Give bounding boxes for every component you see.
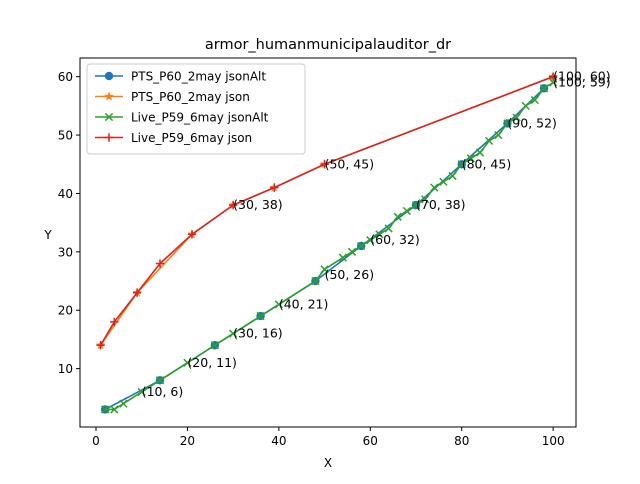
x-tick-label: 80 [454, 434, 469, 448]
data-point [448, 171, 457, 181]
legend-entry: PTS_P60_2may json [95, 90, 250, 104]
y-tick-label: 10 [58, 362, 73, 376]
data-label: (30, 16) [233, 326, 283, 341]
data-point [366, 236, 375, 245]
data-point [96, 341, 105, 350]
data-point [475, 148, 485, 157]
data-point [256, 311, 265, 321]
x-tick-label: 0 [92, 434, 100, 448]
data-point [320, 265, 329, 274]
data-point [494, 130, 503, 140]
y-tick-label: 50 [58, 129, 73, 143]
series-4 [96, 72, 558, 350]
legend-marker [104, 71, 114, 81]
data-point [155, 259, 165, 268]
chart-title: armor_humanmunicipalauditor_dr [205, 37, 451, 53]
data-label: (100, 60) [553, 69, 610, 84]
y-tick-label: 60 [58, 70, 73, 84]
x-tick-label: 100 [542, 434, 565, 448]
annotations: (10, 6)(20, 11) (30, 16) (40, 21) (50, 26) (… [142, 69, 611, 399]
data-point [338, 253, 347, 262]
y-tick-label: 30 [58, 245, 73, 259]
data-point [530, 95, 539, 105]
legend-marker [104, 133, 114, 142]
legend-label: PTS_P60_2may jsonAlt [131, 70, 266, 84]
data-point [183, 358, 192, 367]
legend-box [86, 63, 306, 155]
data-point [132, 288, 142, 297]
data-point [402, 206, 411, 216]
y-axis-label: Y [43, 228, 52, 242]
legend-marker [104, 112, 114, 122]
data-point [155, 376, 165, 385]
data-point [347, 247, 357, 256]
data-point [210, 341, 219, 350]
data-point [228, 200, 238, 210]
data-point [439, 177, 448, 186]
y-tick-label: 40 [58, 187, 73, 201]
y-tick-label: 20 [58, 304, 73, 318]
data-point [485, 136, 494, 146]
legend-label: PTS_P60_2may json [131, 90, 250, 104]
data-label: (10, 6) [142, 384, 184, 399]
data-label: (70, 38) [416, 197, 466, 212]
data-point [393, 212, 402, 221]
data-point [320, 160, 329, 169]
data-label: (100, 59) [553, 75, 610, 90]
data-point [357, 241, 366, 251]
legend-entry: Live_P59_6may json [95, 131, 252, 145]
data-point [110, 405, 119, 414]
data-point [503, 119, 512, 128]
data-point [466, 154, 475, 163]
legend-marker [104, 91, 114, 101]
x-tick-label: 40 [271, 434, 286, 448]
axes: 0 20 40 60 80 100 10 20 30 40 50 60 [58, 57, 577, 448]
data-point [110, 317, 119, 327]
data-point [539, 84, 549, 93]
data-label: (90, 52) [507, 115, 557, 130]
data-label: (60, 32) [370, 232, 420, 247]
data-point [270, 183, 279, 192]
data-point [512, 113, 521, 122]
data-label: (20, 11) [187, 355, 237, 370]
data-point [521, 101, 530, 111]
legend-entry: Live_P59_6may jsonAlt [95, 111, 269, 125]
chart-legend: PTS_P60_2may jsonAlt PTS_P60_2may json Liv… [86, 63, 306, 155]
data-point [421, 195, 430, 204]
data-label: (50, 45) [325, 156, 375, 171]
data-label: (80, 45) [462, 156, 512, 171]
data-point [430, 183, 439, 192]
x-axis-label: X [324, 456, 332, 470]
data-point [375, 230, 384, 239]
data-point [457, 160, 466, 169]
data-point [119, 399, 128, 408]
legend-label: Live_P59_6may jsonAlt [131, 111, 269, 125]
x-tick-label: 60 [363, 434, 378, 448]
plot-area: (10, 6)(20, 11) (30, 16) (40, 21) (50, 26) (… [95, 69, 611, 414]
axes-frame [79, 57, 577, 428]
data-point [311, 276, 320, 286]
data-point [101, 405, 110, 414]
data-label: (50, 26) [325, 267, 375, 282]
data-point [384, 224, 393, 233]
data-point [229, 329, 238, 338]
data-point [549, 78, 558, 87]
data-label: (30, 38) [233, 197, 283, 212]
data-point [187, 230, 197, 239]
data-label: (40, 21) [279, 296, 329, 311]
data-point [274, 300, 283, 309]
legend-label: Live_P59_6may json [131, 131, 252, 145]
legend-entry: PTS_P60_2may jsonAlt [95, 70, 266, 84]
data-point [548, 72, 558, 81]
data-point [411, 201, 421, 210]
series-3 [101, 78, 558, 414]
x-tick-label: 20 [180, 434, 195, 448]
data-point [137, 387, 146, 397]
